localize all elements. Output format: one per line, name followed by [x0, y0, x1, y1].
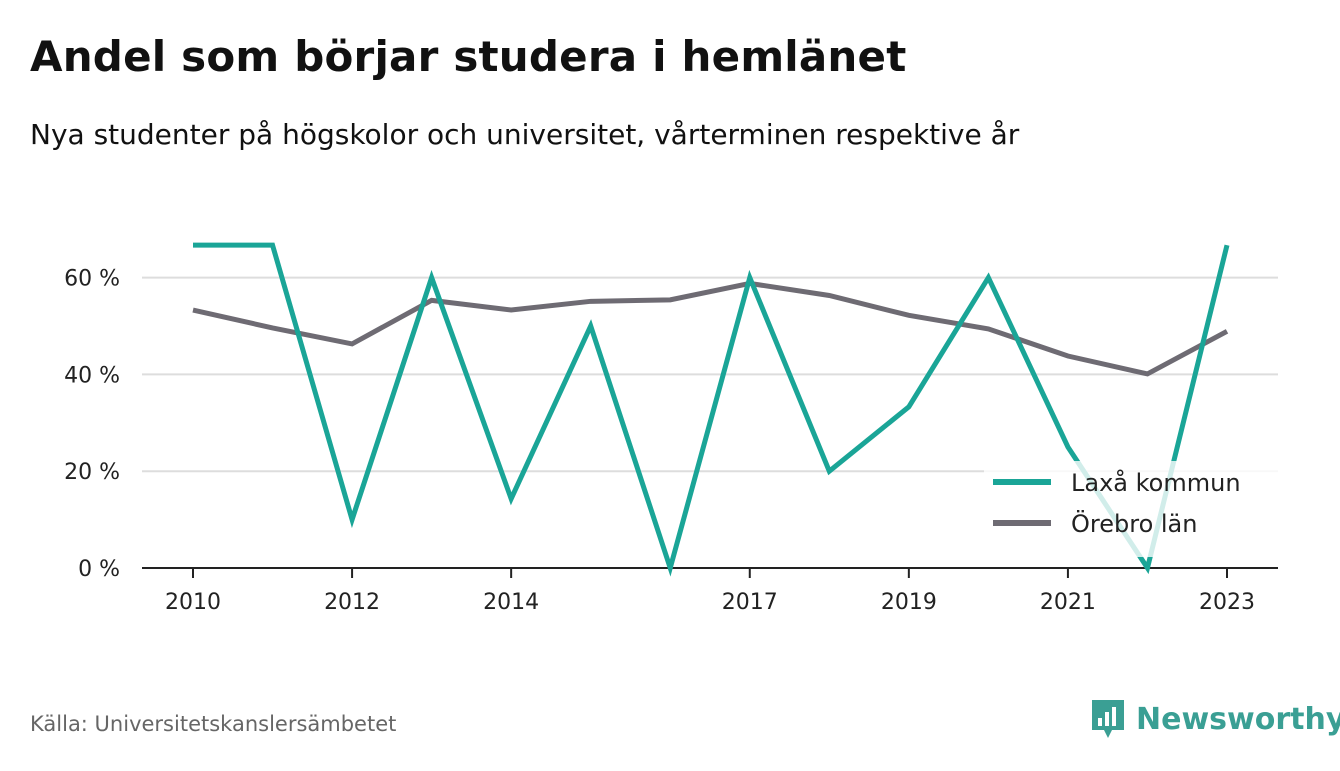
legend-label: Örebro län — [1071, 509, 1197, 538]
x-tick-label: 2014 — [483, 590, 539, 615]
y-tick-label: 20 % — [64, 460, 120, 485]
x-tick-label: 2012 — [324, 590, 380, 615]
y-tick-label: 0 % — [78, 557, 120, 582]
y-axis-ticks: 0 % 20 % 40 % 60 % — [64, 267, 120, 582]
x-tick-label: 2010 — [165, 590, 221, 615]
legend: Laxå kommun Örebro län — [984, 461, 1278, 557]
series-lines — [192, 242, 1230, 577]
chart-subtitle: Nya studenter på högskolor och universit… — [30, 118, 1020, 151]
line-chart: 0 % 20 % 40 % 60 % 2010 2012 2014 2017 2019 2021… — [64, 242, 1278, 615]
y-tick-label: 60 % — [64, 267, 120, 292]
x-tick-label: 2021 — [1040, 590, 1096, 615]
series-line-laxa — [193, 242, 1230, 577]
source-note: Källa: Universitetskanslersämbetet — [30, 712, 397, 736]
y-tick-label: 40 % — [64, 363, 120, 388]
x-tick-label: 2023 — [1199, 590, 1255, 615]
legend-background — [984, 461, 1278, 557]
brand-logo: Newsworthy — [1090, 698, 1340, 740]
legend-label: Laxå kommun — [1071, 468, 1241, 497]
chart-title: Andel som börjar studera i hemlänet — [30, 32, 907, 81]
x-tick-label: 2019 — [881, 590, 937, 615]
brand-name: Newsworthy — [1136, 701, 1340, 737]
x-tick-label: 2017 — [722, 590, 778, 615]
x-axis-ticks: 2010 2012 2014 2017 2019 2021 2023 — [165, 568, 1255, 615]
series-line-orebro — [192, 280, 1229, 377]
newsworthy-logo-icon — [1092, 700, 1124, 738]
